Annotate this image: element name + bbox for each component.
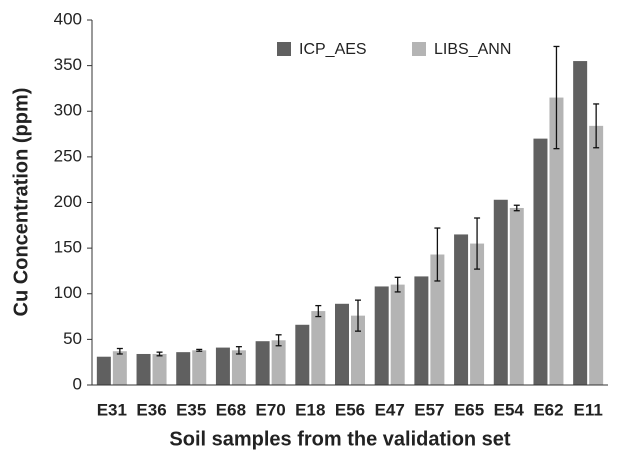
- y-tick-label: 350: [54, 55, 82, 74]
- y-axis-label: Cu Concentration (ppm): [10, 88, 32, 317]
- y-tick-label: 300: [54, 101, 82, 120]
- error-bar: [235, 346, 242, 355]
- bar: [470, 243, 485, 385]
- x-tick-label: E54: [494, 400, 525, 419]
- x-tick-label: E65: [454, 400, 484, 419]
- legend-label: LIBS_ANN: [434, 41, 511, 58]
- error-bar: [355, 299, 361, 332]
- y-tick-label: 100: [54, 283, 82, 302]
- y-tick-label: 0: [73, 374, 82, 393]
- bar: [509, 207, 524, 385]
- x-tick-label: E57: [414, 400, 444, 419]
- y-tick-label: 50: [63, 329, 82, 348]
- legend-swatch: [277, 42, 291, 56]
- bar: [255, 341, 270, 385]
- bar: [374, 286, 389, 385]
- legend-label: ICP_AES: [299, 41, 367, 58]
- bar: [335, 303, 349, 385]
- bar: [414, 276, 429, 385]
- x-tick-label: E70: [255, 400, 285, 419]
- bar: [430, 254, 445, 385]
- error-bar: [474, 217, 481, 270]
- x-tick-label: E56: [335, 400, 365, 419]
- x-tick-label: E62: [533, 400, 563, 419]
- x-tick-label: E47: [375, 400, 405, 419]
- bar: [176, 352, 191, 385]
- bar: [136, 353, 151, 385]
- bar: [549, 97, 564, 385]
- bar: [351, 315, 365, 385]
- error-bar: [116, 347, 123, 355]
- bar: [231, 350, 246, 385]
- bar: [533, 138, 548, 385]
- bar: [215, 347, 230, 385]
- bar: [96, 356, 111, 385]
- bar: [295, 324, 310, 385]
- error-bar: [156, 351, 163, 357]
- bar: [271, 340, 286, 385]
- error-bar: [315, 304, 322, 318]
- x-tick-label: E68: [216, 400, 246, 419]
- bar: [390, 284, 405, 385]
- bar: [112, 351, 127, 385]
- y-tick-label: 200: [54, 192, 82, 211]
- y-tick-label: 150: [54, 238, 82, 257]
- bar: [192, 350, 207, 385]
- error-bar: [275, 334, 282, 347]
- x-tick-label: E35: [176, 400, 206, 419]
- error-bar: [513, 204, 520, 212]
- bar: [311, 311, 326, 385]
- error-bar: [593, 103, 600, 149]
- bar: [454, 234, 469, 385]
- error-bar: [434, 227, 441, 282]
- x-tick-label: E18: [295, 400, 325, 419]
- x-tick-label: E31: [97, 400, 127, 419]
- bar: [573, 61, 588, 385]
- y-tick-label: 400: [54, 9, 82, 28]
- bar: [493, 199, 508, 385]
- error-bar: [553, 45, 560, 150]
- x-tick-label: E11: [573, 400, 602, 419]
- x-tick-label: E36: [136, 400, 166, 419]
- bar: [152, 353, 167, 385]
- bar: [589, 125, 604, 385]
- error-bar: [394, 276, 401, 293]
- y-tick-label: 250: [54, 146, 82, 165]
- error-bar: [196, 348, 203, 352]
- legend-swatch: [412, 42, 426, 56]
- x-axis-label: Soil samples from the validation set: [169, 428, 511, 450]
